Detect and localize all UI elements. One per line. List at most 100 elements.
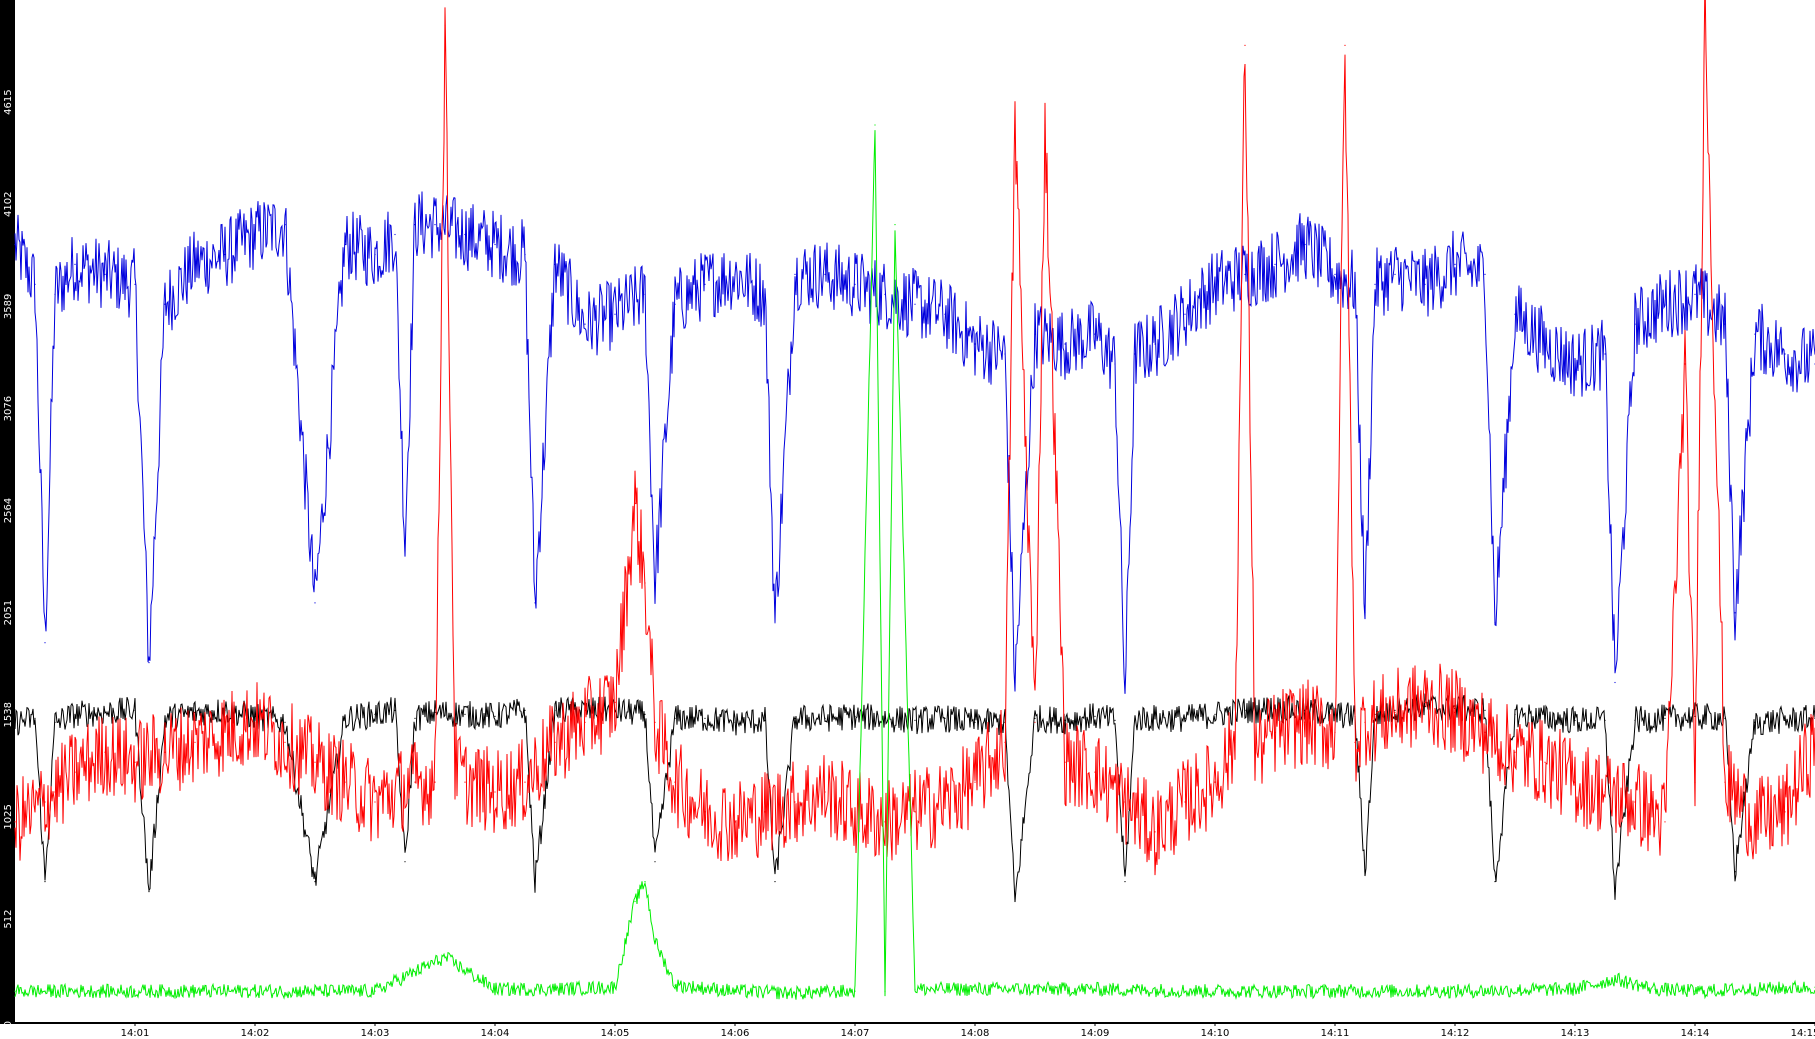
- series-1-point: [1334, 273, 1336, 275]
- series-2-point: [1214, 713, 1216, 716]
- series-1-point: [1724, 323, 1726, 325]
- series-1-point: [14, 243, 16, 246]
- series-2-point: [774, 881, 776, 883]
- series-1-point: [1114, 363, 1116, 365]
- series-2-point: [534, 881, 536, 883]
- series-2-point: [1604, 719, 1606, 722]
- series-4-point: [634, 900, 636, 903]
- series-4-point: [14, 990, 16, 992]
- series-layer: [14, 0, 1815, 1000]
- series-2-point: [434, 711, 436, 714]
- series-2-point: [1094, 715, 1096, 718]
- series-4-point: [614, 986, 616, 988]
- series-3-point: [1364, 721, 1366, 723]
- series-3-point: [74, 771, 76, 773]
- series-3-point: [1244, 44, 1246, 47]
- series-1-point: [134, 283, 136, 285]
- series-3-point: [1214, 781, 1216, 783]
- series-2-point: [654, 861, 656, 863]
- series-3-point: [704, 811, 706, 813]
- series-3-point: [1784, 811, 1786, 813]
- series-2-point: [464, 713, 466, 716]
- series-3-point: [254, 721, 256, 723]
- series-1-point: [1494, 622, 1496, 624]
- series-2-point: [134, 709, 136, 712]
- series-2-point: [974, 721, 976, 723]
- series-1-point: [1544, 343, 1546, 345]
- series-2-point: [194, 711, 196, 714]
- series-3-point: [944, 801, 946, 803]
- series-3-point: [1344, 44, 1346, 47]
- series-1-point: [614, 313, 616, 315]
- series-2-point: [1484, 709, 1486, 712]
- series-1-point: [1574, 363, 1576, 365]
- series-2-point: [344, 717, 346, 720]
- series-line-1: [14, 191, 1815, 694]
- series-1-point: [464, 233, 466, 236]
- series-1-point: [1034, 333, 1036, 335]
- series-2-point: [254, 715, 256, 718]
- series-3-point: [524, 781, 526, 783]
- series-4-point: [374, 990, 376, 992]
- series-3-point: [634, 502, 636, 504]
- y-tick-label: 4615: [3, 89, 14, 114]
- series-3-point: [224, 731, 226, 733]
- series-1-point: [944, 313, 946, 315]
- series-2-point: [704, 717, 706, 720]
- series-4-point: [554, 988, 556, 990]
- y-axis-bar: [0, 0, 15, 1024]
- series-3-point: [734, 821, 736, 823]
- series-2-point: [884, 717, 886, 720]
- series-2-point: [404, 861, 406, 863]
- series-3-point: [1514, 751, 1516, 753]
- series-3-point: [854, 811, 856, 813]
- series-line-2: [14, 693, 1815, 902]
- series-2-point: [734, 721, 736, 723]
- series-2-point: [1614, 891, 1616, 893]
- series-1-point: [254, 233, 256, 236]
- series-1-point: [584, 323, 586, 325]
- x-tick-label: 14:05: [601, 1028, 630, 1039]
- y-tick-label: 1025: [3, 804, 14, 829]
- series-2-point: [1064, 719, 1066, 722]
- series-1-point: [1754, 333, 1756, 335]
- series-4-point: [1094, 988, 1096, 990]
- series-3-point: [1604, 791, 1606, 793]
- x-tick-label: 14:10: [1201, 1028, 1230, 1039]
- series-3-point: [1754, 821, 1756, 823]
- series-1-point: [1694, 293, 1696, 295]
- series-2-point: [1244, 709, 1246, 712]
- series-2-point: [1424, 705, 1426, 708]
- y-tick-label: 2564: [3, 498, 14, 523]
- series-2-point: [764, 719, 766, 722]
- series-3-point: [584, 721, 586, 723]
- series-3-point: [1154, 831, 1156, 833]
- series-3-point: [1354, 741, 1356, 743]
- series-3-point: [284, 741, 286, 743]
- series-2-point: [494, 715, 496, 718]
- series-1-point: [1244, 273, 1246, 275]
- series-3-point: [1274, 731, 1276, 733]
- series-2-point: [794, 717, 796, 720]
- x-tick-label: 14:09: [1081, 1028, 1110, 1039]
- series-2-point: [554, 709, 556, 712]
- series-3-point: [1394, 711, 1396, 714]
- y-tick-label: 512: [3, 910, 14, 929]
- series-3-point: [1004, 741, 1006, 743]
- series-3-point: [454, 761, 456, 763]
- series-1-point: [734, 273, 736, 275]
- x-tick-label: 14:04: [481, 1028, 510, 1039]
- series-2-point: [1034, 717, 1036, 720]
- series-3-point: [34, 811, 36, 813]
- series-3-point: [914, 811, 916, 813]
- series-4-point: [654, 940, 656, 943]
- x-tick-label: 14:03: [361, 1028, 390, 1039]
- series-2-point: [1494, 881, 1496, 883]
- series-3-point: [1454, 711, 1456, 714]
- series-2-point: [1154, 717, 1156, 720]
- series-3-point: [1304, 721, 1306, 723]
- series-1-point: [1374, 283, 1376, 285]
- series-line-3: [14, 0, 1815, 876]
- series-1-point: [1274, 263, 1276, 265]
- series-3-point: [1064, 761, 1066, 763]
